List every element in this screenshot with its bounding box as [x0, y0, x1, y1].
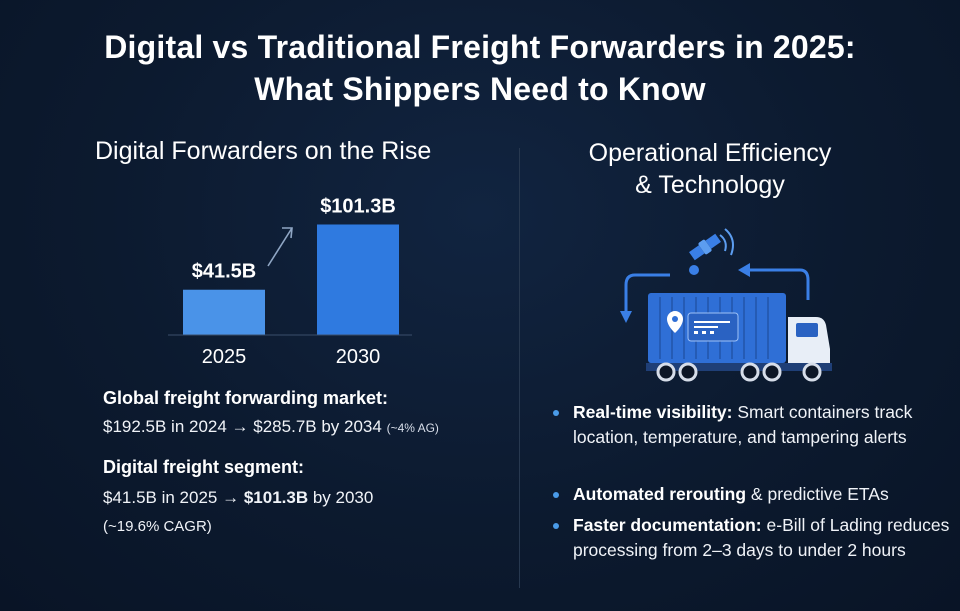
bullet-body: & predictive ETAs [746, 484, 889, 504]
bullet-text: Faster documentation: e-Bill of Lading r… [573, 513, 953, 563]
digital-text: $41.5B in 2025 → $101.3B by 2030 [103, 488, 373, 508]
digital-values-a: $41.5B in 2025 → [103, 488, 244, 507]
page-title-line-1: Digital vs Traditional Freight Forwarder… [104, 29, 856, 65]
category-label-2030: 2030 [336, 346, 381, 368]
digital-note: (~19.6% CAGR) [103, 518, 212, 535]
market-title: Global freight forwarding market: [103, 388, 389, 408]
digital-values-c: by 2030 [308, 488, 374, 507]
truck-illustration [620, 228, 832, 382]
bar-2030 [317, 224, 399, 335]
bullet-bold: Automated rerouting [573, 484, 747, 504]
bar-chart: $41.5B 2025 $101.3B 2030 [168, 195, 412, 368]
right-heading-line-2: & Technology [635, 171, 785, 199]
page-title-line-2: What Shippers Need to Know [254, 71, 706, 107]
trend-arrow-icon [267, 227, 293, 267]
bullet-dot [553, 523, 559, 529]
column-divider [519, 148, 520, 588]
bullet-bold: Real-time visibility: [573, 402, 733, 422]
bars-layer: $41.5B 2025 $101.3B 2030 [168, 195, 412, 368]
bullet-text: Automated rerouting & predictive ETAs [573, 482, 953, 507]
digital-values-b: $101.3B [243, 488, 309, 507]
data-label-2030: $101.3B [320, 195, 396, 217]
bullet-dot [553, 410, 559, 416]
bullet-text: Real-time visibility: Smart containers t… [573, 400, 953, 450]
right-heading: Operational Efficiency & Technology [540, 137, 880, 201]
bar-2025 [183, 289, 265, 335]
satellite-icon [689, 228, 734, 275]
market-note: (~4% AG) [386, 421, 439, 435]
bullet-body: Smart containers track location, tempera… [573, 402, 913, 447]
location-pin-icon [667, 311, 683, 333]
data-label-2025: $41.5B [192, 261, 257, 283]
reroute-arrows [620, 263, 810, 323]
bullet-bold: Faster documentation: [573, 515, 762, 535]
market-text: $192.5B in 2024 → $285.7B by 2034 (~4% A… [103, 417, 439, 437]
page-title: Digital vs Traditional Freight Forwarder… [0, 26, 960, 110]
digital-title: Digital freight segment: [103, 457, 305, 477]
truck-icon [646, 293, 832, 382]
bullet-body: e-Bill of Lading reduces processing from… [573, 515, 950, 560]
left-heading: Digital Forwarders on the Rise [95, 137, 432, 165]
category-label-2025: 2025 [202, 346, 247, 368]
bullet-dot [553, 492, 559, 498]
right-heading-line-1: Operational Efficiency [588, 139, 832, 167]
market-values: $192.5B in 2024 → $285.7B by 2034 [103, 417, 382, 436]
